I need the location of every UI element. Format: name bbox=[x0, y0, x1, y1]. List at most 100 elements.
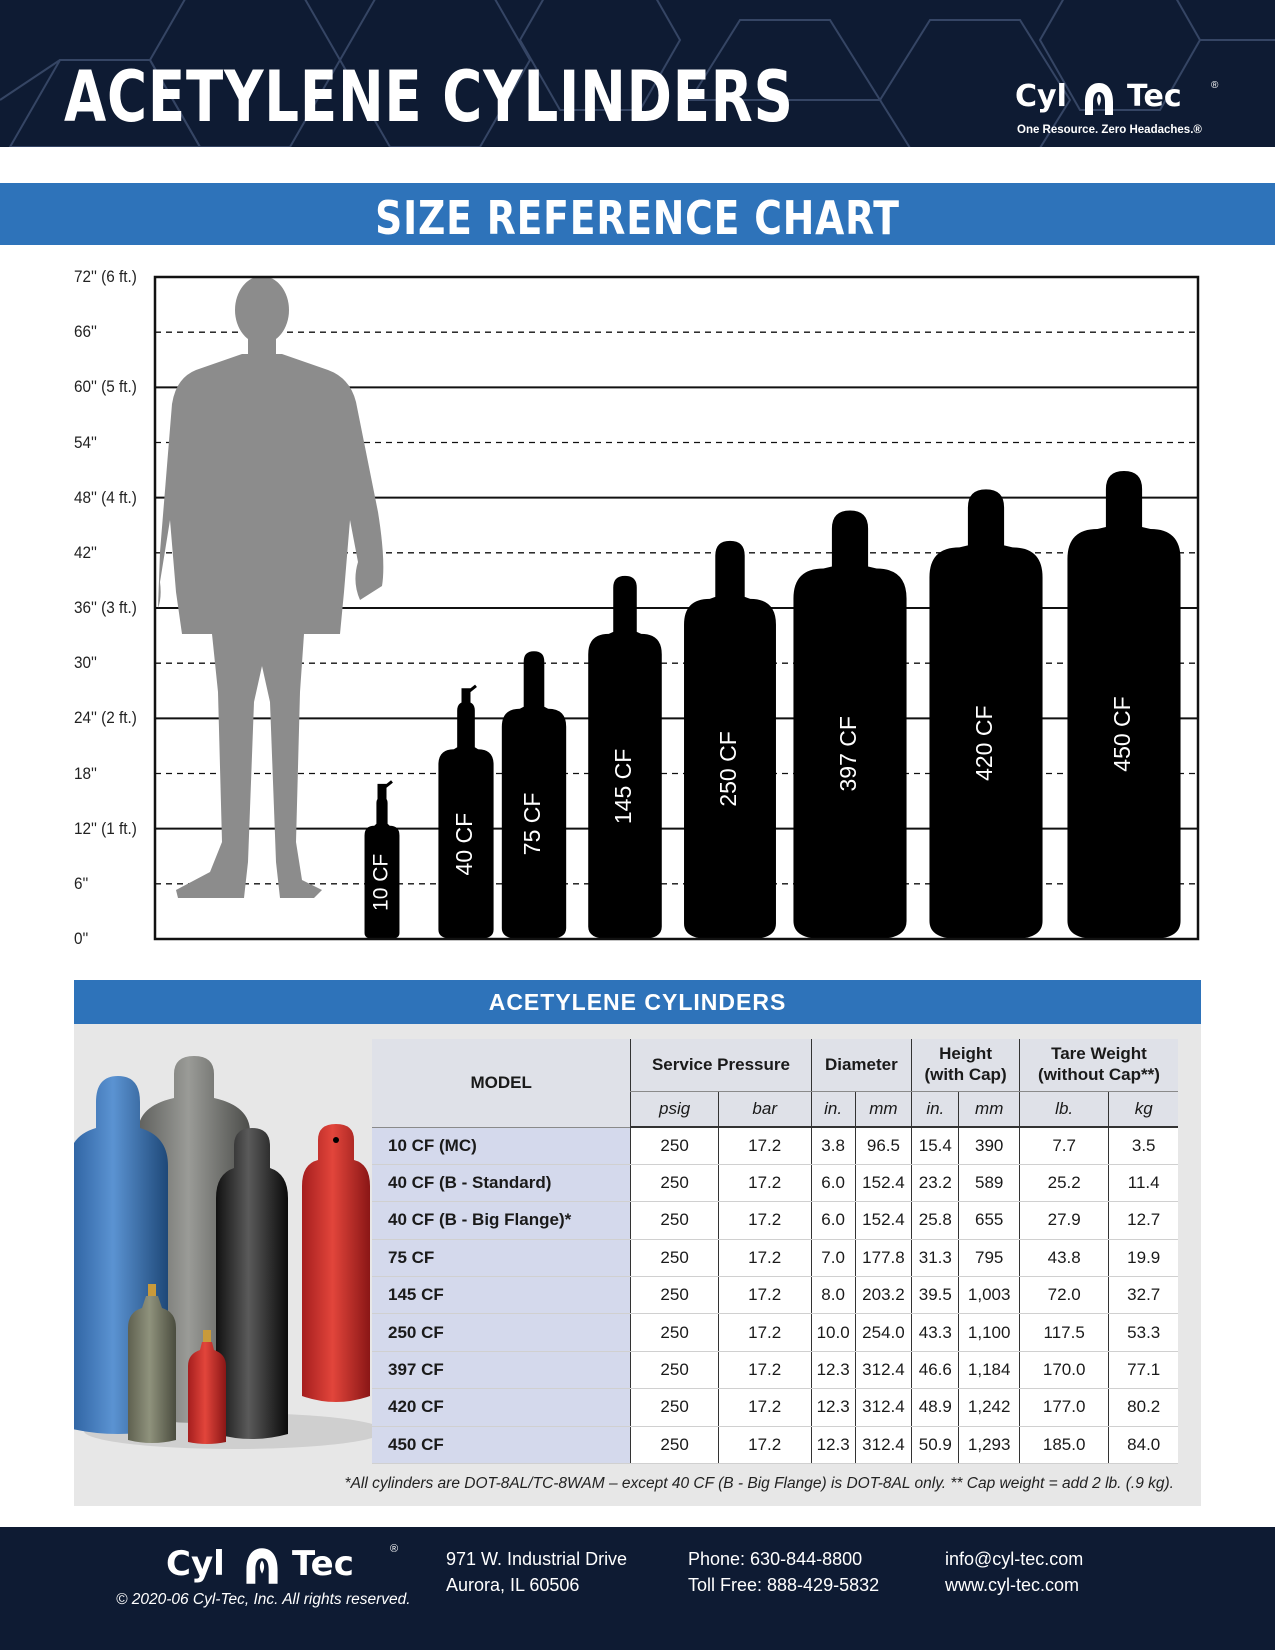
y-tick-label: 42'' bbox=[74, 542, 97, 562]
value-cell: 390 bbox=[958, 1127, 1020, 1165]
value-cell: 3.8 bbox=[810, 1127, 856, 1165]
value-cell: 250 bbox=[630, 1164, 719, 1203]
col-tare-line2: (without Cap**) bbox=[1038, 1064, 1160, 1084]
value-cell: 152.4 bbox=[854, 1201, 912, 1240]
cyltec-logo: Cyl Tec ® bbox=[1015, 79, 1225, 122]
phone-block: Phone: 630-844-8800 Toll Free: 888-429-5… bbox=[688, 1546, 879, 1598]
value-cell: 17.2 bbox=[717, 1201, 812, 1240]
value-cell: 7.0 bbox=[810, 1239, 856, 1278]
col-tare-weight: Tare Weight (without Cap**) bbox=[1018, 1039, 1178, 1092]
value-cell: 1,100 bbox=[958, 1313, 1020, 1352]
value-cell: 53.3 bbox=[1108, 1313, 1178, 1352]
footer-logo-word-left: Cyl bbox=[166, 1544, 225, 1584]
cylinder-bar: 250 CF bbox=[684, 540, 776, 939]
cylinder-label: 75 CF bbox=[519, 793, 545, 856]
col-height: Height (with Cap) bbox=[911, 1039, 1020, 1092]
table-row: 250 CF 250 17.2 10.0 254.0 43.3 1,100 117.5 53.3 bbox=[372, 1313, 1178, 1352]
page-title: ACETYLENE CYLINDERS bbox=[64, 56, 794, 138]
value-cell: 203.2 bbox=[854, 1276, 912, 1315]
value-cell: 8.0 bbox=[810, 1276, 856, 1315]
value-cell: 185.0 bbox=[1018, 1426, 1109, 1465]
specifications-table: MODEL Service Pressure Diameter Height (w… bbox=[372, 1039, 1178, 1465]
cylinder-label: 40 CF bbox=[451, 813, 477, 876]
website-link[interactable]: www.cyl-tec.com bbox=[945, 1575, 1080, 1595]
toll-free-number[interactable]: Toll Free: 888-429-5832 bbox=[688, 1575, 880, 1595]
table-row: 40 CF (B - Standard) 250 17.2 6.0 152.4 23.2 5… bbox=[372, 1164, 1178, 1203]
unit-header: in. bbox=[911, 1091, 959, 1128]
y-tick-label: 0'' bbox=[74, 929, 89, 948]
value-cell: 50.9 bbox=[911, 1426, 959, 1465]
cylinder-bar: 40 CF bbox=[438, 684, 494, 939]
value-cell: 12.7 bbox=[1108, 1201, 1178, 1240]
value-cell: 6.0 bbox=[810, 1164, 856, 1203]
value-cell: 250 bbox=[630, 1313, 719, 1352]
model-cell: 75 CF bbox=[372, 1239, 631, 1278]
value-cell: 10.0 bbox=[810, 1313, 856, 1352]
phone-number[interactable]: Phone: 630-844-8800 bbox=[688, 1549, 863, 1569]
section-band: SIZE REFERENCE CHART bbox=[0, 183, 1275, 245]
value-cell: 96.5 bbox=[854, 1127, 912, 1165]
unit-header: mm bbox=[958, 1091, 1020, 1128]
brand-tagline: One Resource. Zero Headaches.® bbox=[1017, 124, 1202, 136]
y-tick-label: 6'' bbox=[74, 873, 89, 893]
y-tick-label: 48'' (4 ft.) bbox=[74, 487, 137, 507]
value-cell: 3.5 bbox=[1108, 1127, 1178, 1165]
value-cell: 17.2 bbox=[717, 1351, 812, 1390]
value-cell: 589 bbox=[958, 1164, 1020, 1203]
footer-registered-mark: ® bbox=[390, 1543, 399, 1555]
email-link[interactable]: info@cyl-tec.com bbox=[945, 1549, 1084, 1569]
value-cell: 250 bbox=[630, 1127, 719, 1165]
cylinder-shape bbox=[588, 575, 662, 939]
size-reference-chart: 10 CF 40 CF 75 CF 145 CF 250 CF 397 CF 420 CF 4… bbox=[0, 262, 1275, 948]
value-cell: 12.3 bbox=[810, 1426, 856, 1465]
units-row: psig bar in. mm in. mm lb. kg bbox=[372, 1091, 1178, 1128]
table-row: 420 CF 250 17.2 12.3 312.4 48.9 1,242 177.0 80.2 bbox=[372, 1388, 1178, 1427]
value-cell: 1,242 bbox=[958, 1388, 1020, 1427]
col-service-pressure: Service Pressure bbox=[630, 1039, 812, 1092]
table-row: 397 CF 250 17.2 12.3 312.4 46.6 1,184 170.0 77.1 bbox=[372, 1351, 1178, 1390]
page-header: ACETYLENE CYLINDERS Cyl Tec ® One Resour… bbox=[0, 0, 1275, 147]
cylinder-bar: 145 CF bbox=[588, 575, 662, 939]
value-cell: 43.3 bbox=[911, 1313, 959, 1352]
unit-header: mm bbox=[854, 1091, 912, 1128]
copyright: © 2020-06 Cyl-Tec, Inc. All rights reser… bbox=[116, 1591, 411, 1608]
value-cell: 23.2 bbox=[911, 1164, 959, 1203]
cylinder-shape bbox=[1067, 471, 1181, 939]
y-tick-label: 30'' bbox=[74, 653, 97, 673]
value-cell: 250 bbox=[630, 1426, 719, 1465]
valve-icon bbox=[461, 684, 477, 708]
value-cell: 27.9 bbox=[1018, 1201, 1109, 1240]
model-cell: 40 CF (B - Standard) bbox=[372, 1164, 631, 1203]
value-cell: 250 bbox=[630, 1388, 719, 1427]
value-cell: 46.6 bbox=[911, 1351, 959, 1390]
value-cell: 312.4 bbox=[854, 1388, 912, 1427]
value-cell: 250 bbox=[630, 1276, 719, 1315]
logo-word-right: Tec bbox=[1127, 79, 1182, 114]
value-cell: 48.9 bbox=[911, 1388, 959, 1427]
value-cell: 17.2 bbox=[717, 1127, 812, 1165]
value-cell: 25.8 bbox=[911, 1201, 959, 1240]
cylinder-shape bbox=[684, 540, 776, 939]
value-cell: 6.0 bbox=[810, 1201, 856, 1240]
y-tick-label: 18'' bbox=[74, 763, 97, 783]
unit-header: kg bbox=[1108, 1091, 1178, 1128]
specifications-title: ACETYLENE CYLINDERS bbox=[74, 980, 1201, 1024]
specifications-section: ACETYLENE CYLINDERS MODEL Service Pr bbox=[74, 980, 1201, 1506]
value-cell: 152.4 bbox=[854, 1164, 912, 1203]
plot-frame bbox=[153, 275, 1200, 941]
value-cell: 17.2 bbox=[717, 1388, 812, 1427]
footnote: *All cylinders are DOT-8AL/TC-8WAM – exc… bbox=[344, 1475, 1174, 1492]
footer-cyltec-logo: Cyl Tec ® bbox=[166, 1543, 398, 1591]
cylinder-label: 10 CF bbox=[370, 854, 393, 911]
y-tick-label: 72'' (6 ft.) bbox=[74, 267, 137, 286]
table-row: 450 CF 250 17.2 12.3 312.4 50.9 1,293 185.0 84.0 bbox=[372, 1426, 1178, 1465]
cylinder-shape bbox=[793, 510, 907, 939]
value-cell: 39.5 bbox=[911, 1276, 959, 1315]
table-row: 75 CF 250 17.2 7.0 177.8 31.3 795 43.8 19.9 bbox=[372, 1239, 1178, 1278]
value-cell: 15.4 bbox=[911, 1127, 959, 1165]
value-cell: 1,003 bbox=[958, 1276, 1020, 1315]
value-cell: 254.0 bbox=[854, 1313, 912, 1352]
value-cell: 31.3 bbox=[911, 1239, 959, 1278]
cylinder-bar: 10 CF bbox=[364, 780, 400, 939]
value-cell: 43.8 bbox=[1018, 1239, 1109, 1278]
